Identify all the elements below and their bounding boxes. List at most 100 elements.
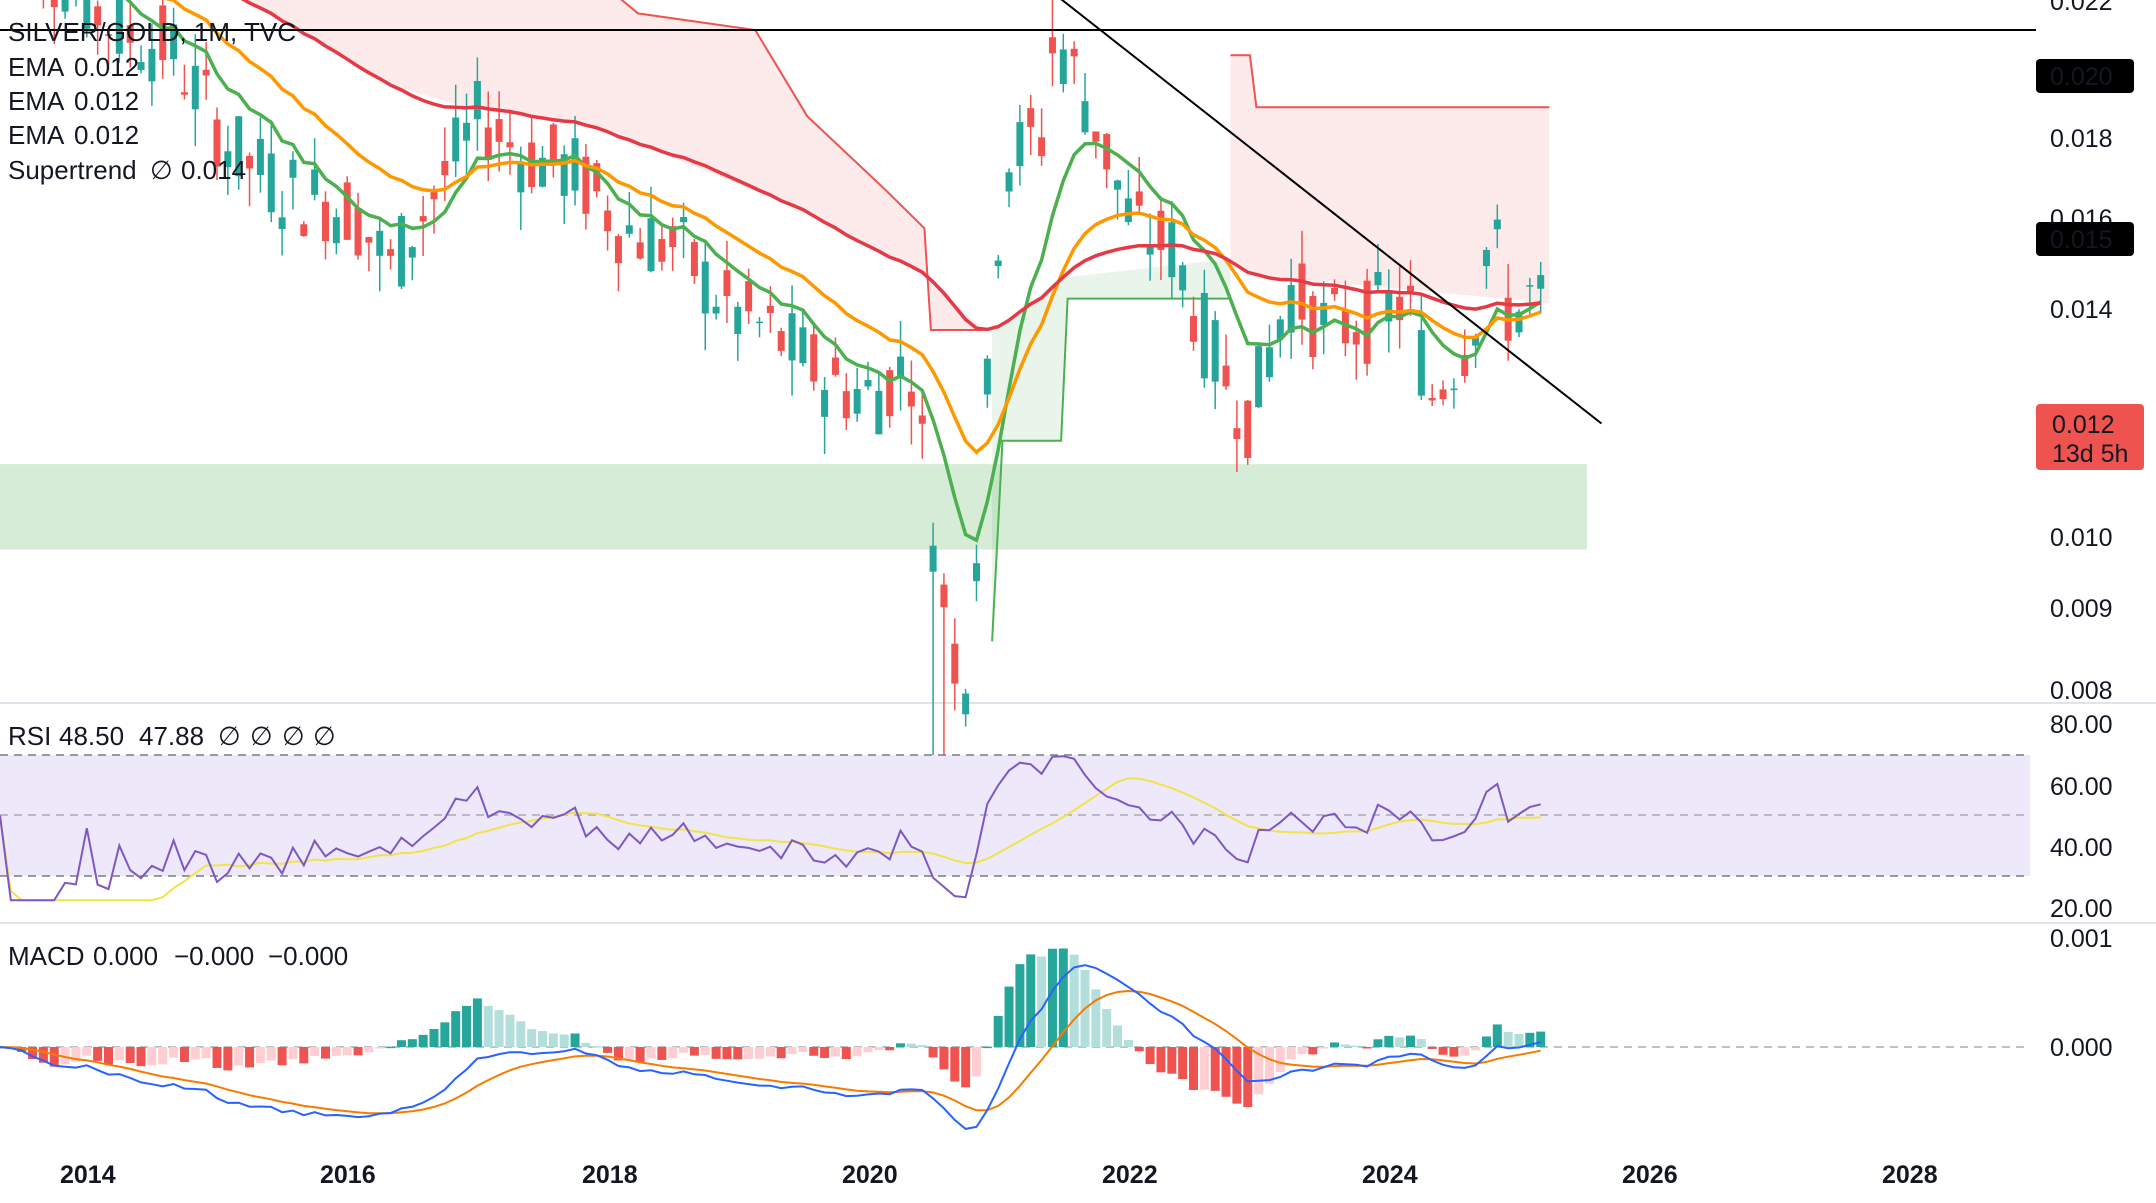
candle-body <box>137 62 145 70</box>
rsi-ma-value: 47.88 <box>139 721 204 751</box>
macd-hist-bar <box>820 1047 830 1058</box>
candle-body <box>484 127 492 160</box>
macd-hist-bar <box>60 1047 70 1065</box>
candles[interactable] <box>0 0 1545 817</box>
candle-body <box>213 119 221 167</box>
candle-body <box>387 249 395 256</box>
candle-body <box>1038 137 1046 157</box>
macd-hist-bar <box>668 1047 678 1059</box>
macd-hist-bar <box>1189 1047 1198 1090</box>
level-badge-015 <box>2036 222 2134 256</box>
macd-hist-bar <box>917 1045 927 1047</box>
macd-hist-bar <box>212 1047 222 1068</box>
macd-hist-bar <box>364 1047 374 1053</box>
candle-body <box>1168 222 1176 278</box>
price-tick-0.018: 0.018 <box>2050 125 2113 153</box>
macd-hist-bar <box>147 1047 157 1065</box>
candle-body <box>235 116 243 177</box>
supertrend-empty-icon: ∅ <box>150 155 173 185</box>
candle-body <box>658 239 666 262</box>
macd-tick-0.001: 0.001 <box>2050 925 2113 953</box>
candle-body <box>256 138 264 175</box>
candle-body <box>831 357 839 375</box>
macd-hist-bar <box>1058 948 1068 1047</box>
macd-hist-bar <box>830 1047 840 1057</box>
macd-hist-bar <box>559 1034 569 1047</box>
candle-body <box>1461 354 1469 376</box>
macd-hist-bar <box>1427 1047 1437 1049</box>
candle-body <box>625 225 633 234</box>
candle-body <box>1244 400 1252 458</box>
candle-body <box>842 391 850 419</box>
candle-body <box>1417 330 1425 396</box>
candle-body <box>1081 101 1089 133</box>
supertrend-area <box>244 0 983 330</box>
candle-body <box>126 25 134 43</box>
candle-body <box>614 236 622 264</box>
macd-hist-bar <box>1167 1047 1177 1074</box>
macd-hist-bar <box>635 1047 645 1063</box>
macd-label: MACD <box>8 941 85 971</box>
candle-body <box>343 182 351 240</box>
price-tick-0.022: 0.022 <box>2050 0 2113 16</box>
candle-body <box>332 217 340 244</box>
candle-body <box>1352 332 1360 345</box>
candle-body <box>50 0 58 8</box>
candle-body <box>148 48 156 82</box>
candle-body <box>246 155 254 169</box>
macd-hist-bar <box>1232 1047 1242 1104</box>
price-axis[interactable]: 0.022 0.018 0.016 0.014 0.010 0.009 0.00… <box>2036 0 2144 705</box>
price-tick-0.009: 0.009 <box>2050 595 2113 623</box>
macd-hist-bar <box>114 1047 124 1061</box>
support-zone <box>0 464 1587 550</box>
macd-hist-bar <box>1395 1037 1405 1047</box>
macd-hist-bar <box>1319 1047 1329 1049</box>
macd-hist-bar <box>1221 1047 1231 1097</box>
macd-hist-bar <box>950 1047 960 1082</box>
candle-body <box>495 119 503 142</box>
time-tick-2020: 2020 <box>842 1161 898 1189</box>
macd-hist-bar <box>1460 1047 1470 1056</box>
supertrend-value: 0.014 <box>181 155 246 185</box>
candle-body <box>1146 247 1154 255</box>
candle-body <box>1190 315 1197 342</box>
rsi-axis[interactable]: 80.00 60.00 40.00 20.00 <box>2050 711 2113 923</box>
last-price-text: 0.012 <box>2052 411 2115 439</box>
macd-hist-bar <box>722 1047 732 1060</box>
macd-tick-0.000: 0.000 <box>2050 1034 2113 1062</box>
candle-body <box>408 247 416 258</box>
time-axis[interactable]: 2014 2016 2018 2020 2022 2024 2026 2028 <box>60 1161 1938 1189</box>
candle-body <box>1298 263 1306 320</box>
symbol-title: SILVER/GOLD, 1M, TVC <box>8 17 296 47</box>
macd-hist-bar <box>603 1047 613 1053</box>
macd-hist-bar <box>93 1047 103 1061</box>
candle-body <box>1092 131 1100 142</box>
macd-hist-bar <box>1134 1047 1144 1052</box>
macd-hist-bar <box>1004 986 1014 1047</box>
rsi-tick-40: 40.00 <box>2050 834 2113 862</box>
macd-hist-bar <box>993 1015 1003 1047</box>
candle-body <box>1482 249 1490 267</box>
macd-hist-bar <box>472 998 482 1047</box>
macd-hist-bar <box>961 1047 971 1088</box>
candle-body <box>365 237 373 243</box>
time-tick-2028: 2028 <box>1882 1161 1938 1189</box>
rsi-tick-20: 20.00 <box>2050 895 2113 923</box>
macd-hist-bar <box>245 1047 255 1068</box>
macd-hist-bar <box>689 1047 699 1056</box>
macd-hist-bar <box>1449 1047 1459 1057</box>
supertrend-label: Supertrend <box>8 155 137 185</box>
candle-body <box>1233 428 1241 440</box>
candle-body <box>1407 285 1414 294</box>
macd-hist-bar <box>38 1047 48 1063</box>
trendline[interactable] <box>1048 0 1603 425</box>
macd-axis[interactable]: 0.001 0.000 <box>2050 925 2113 1062</box>
candle-body <box>1179 265 1187 291</box>
candle-body <box>376 230 384 256</box>
candle-body <box>1103 134 1111 170</box>
macd-hist-bar <box>104 1047 113 1065</box>
time-tick-2026: 2026 <box>1622 1161 1678 1189</box>
candle-body <box>1114 180 1122 190</box>
macd-hist-bar <box>1047 948 1057 1047</box>
